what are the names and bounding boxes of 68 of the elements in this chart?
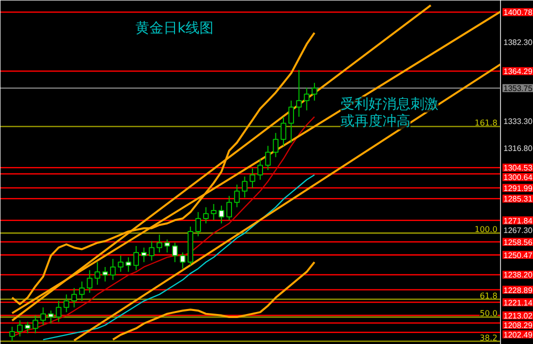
candlestick <box>242 176 248 198</box>
ref-line-label: 1250.47 <box>504 250 533 260</box>
candlestick <box>79 281 85 302</box>
candlestick <box>64 294 70 313</box>
y-tick-label: 1267.30 <box>504 226 533 235</box>
candlestick <box>272 132 279 158</box>
candlestick <box>250 168 256 188</box>
line-series <box>112 261 316 341</box>
candlestick <box>280 116 286 146</box>
candlestick <box>203 206 209 224</box>
line-series <box>42 174 316 340</box>
ref-line-label: 1258.56 <box>504 238 533 247</box>
annotation: 100.0 <box>474 225 498 234</box>
ref-line-label: 1364.29 <box>504 67 533 76</box>
candlestick <box>218 205 224 224</box>
candlestick <box>94 262 100 286</box>
annotation: 161.8 <box>474 118 498 128</box>
ref-line-label: 1271.84 <box>504 216 533 226</box>
candlestick <box>148 240 154 262</box>
candlestick <box>17 320 23 337</box>
annotation: 或再度冲高 <box>340 114 410 130</box>
ref-line-label: 1353.75 <box>504 84 533 94</box>
candlestick <box>304 87 310 111</box>
candlestick <box>156 234 162 253</box>
ref-line-label: 1221.14 <box>504 298 533 308</box>
y-tick-label: 1333.30 <box>504 117 533 126</box>
ref-line-label: 1291.99 <box>504 184 533 193</box>
text: 黄金日k线图 <box>136 20 214 36</box>
ref-line-label: 1238.20 <box>504 270 533 280</box>
candlestick <box>118 255 124 272</box>
y-tick-label: 1316.80 <box>504 144 533 153</box>
candlestick <box>265 145 271 171</box>
candlestick <box>164 239 170 253</box>
y-tick-label: 1382.30 <box>504 38 533 48</box>
candlestick <box>180 252 186 270</box>
candlestick <box>126 256 132 272</box>
candlestick <box>226 195 232 221</box>
candlestick <box>296 69 302 118</box>
ref-line-label: 1228.89 <box>504 286 533 295</box>
candlestick <box>32 314 38 334</box>
candlestick <box>210 203 217 221</box>
candlestick <box>312 82 318 102</box>
ref-line-label: 1300.64 <box>504 173 533 182</box>
annotation: 61.8 <box>480 291 498 300</box>
candlestick <box>133 245 139 271</box>
candlestick <box>56 300 62 322</box>
candlestick <box>48 310 54 324</box>
candlestick <box>110 258 116 280</box>
ref-line-label: 1208.29 <box>504 320 533 330</box>
candlestick <box>172 242 178 263</box>
candlestick <box>71 287 77 308</box>
candlestick <box>40 306 46 326</box>
candlestick <box>257 158 264 180</box>
ref-line-label: 1213.02 <box>504 311 533 320</box>
ref-line-label: 1304.53 <box>504 164 533 173</box>
candlestick <box>86 270 92 294</box>
candlestick <box>102 266 108 282</box>
candlestick <box>288 100 294 144</box>
ref-line-label: 1285.31 <box>504 194 533 204</box>
candlestick <box>195 212 201 237</box>
annotation: 50.0 <box>480 309 498 318</box>
candlestick <box>141 247 147 263</box>
ref-line-label: 1202.49 <box>504 330 533 340</box>
annotation: 38.2 <box>480 333 498 342</box>
ref-line-label: 1400.78 <box>504 8 533 18</box>
candlestick <box>24 321 30 334</box>
annotation: 受利好消息刺激 <box>340 96 438 112</box>
candlestick <box>234 184 240 208</box>
